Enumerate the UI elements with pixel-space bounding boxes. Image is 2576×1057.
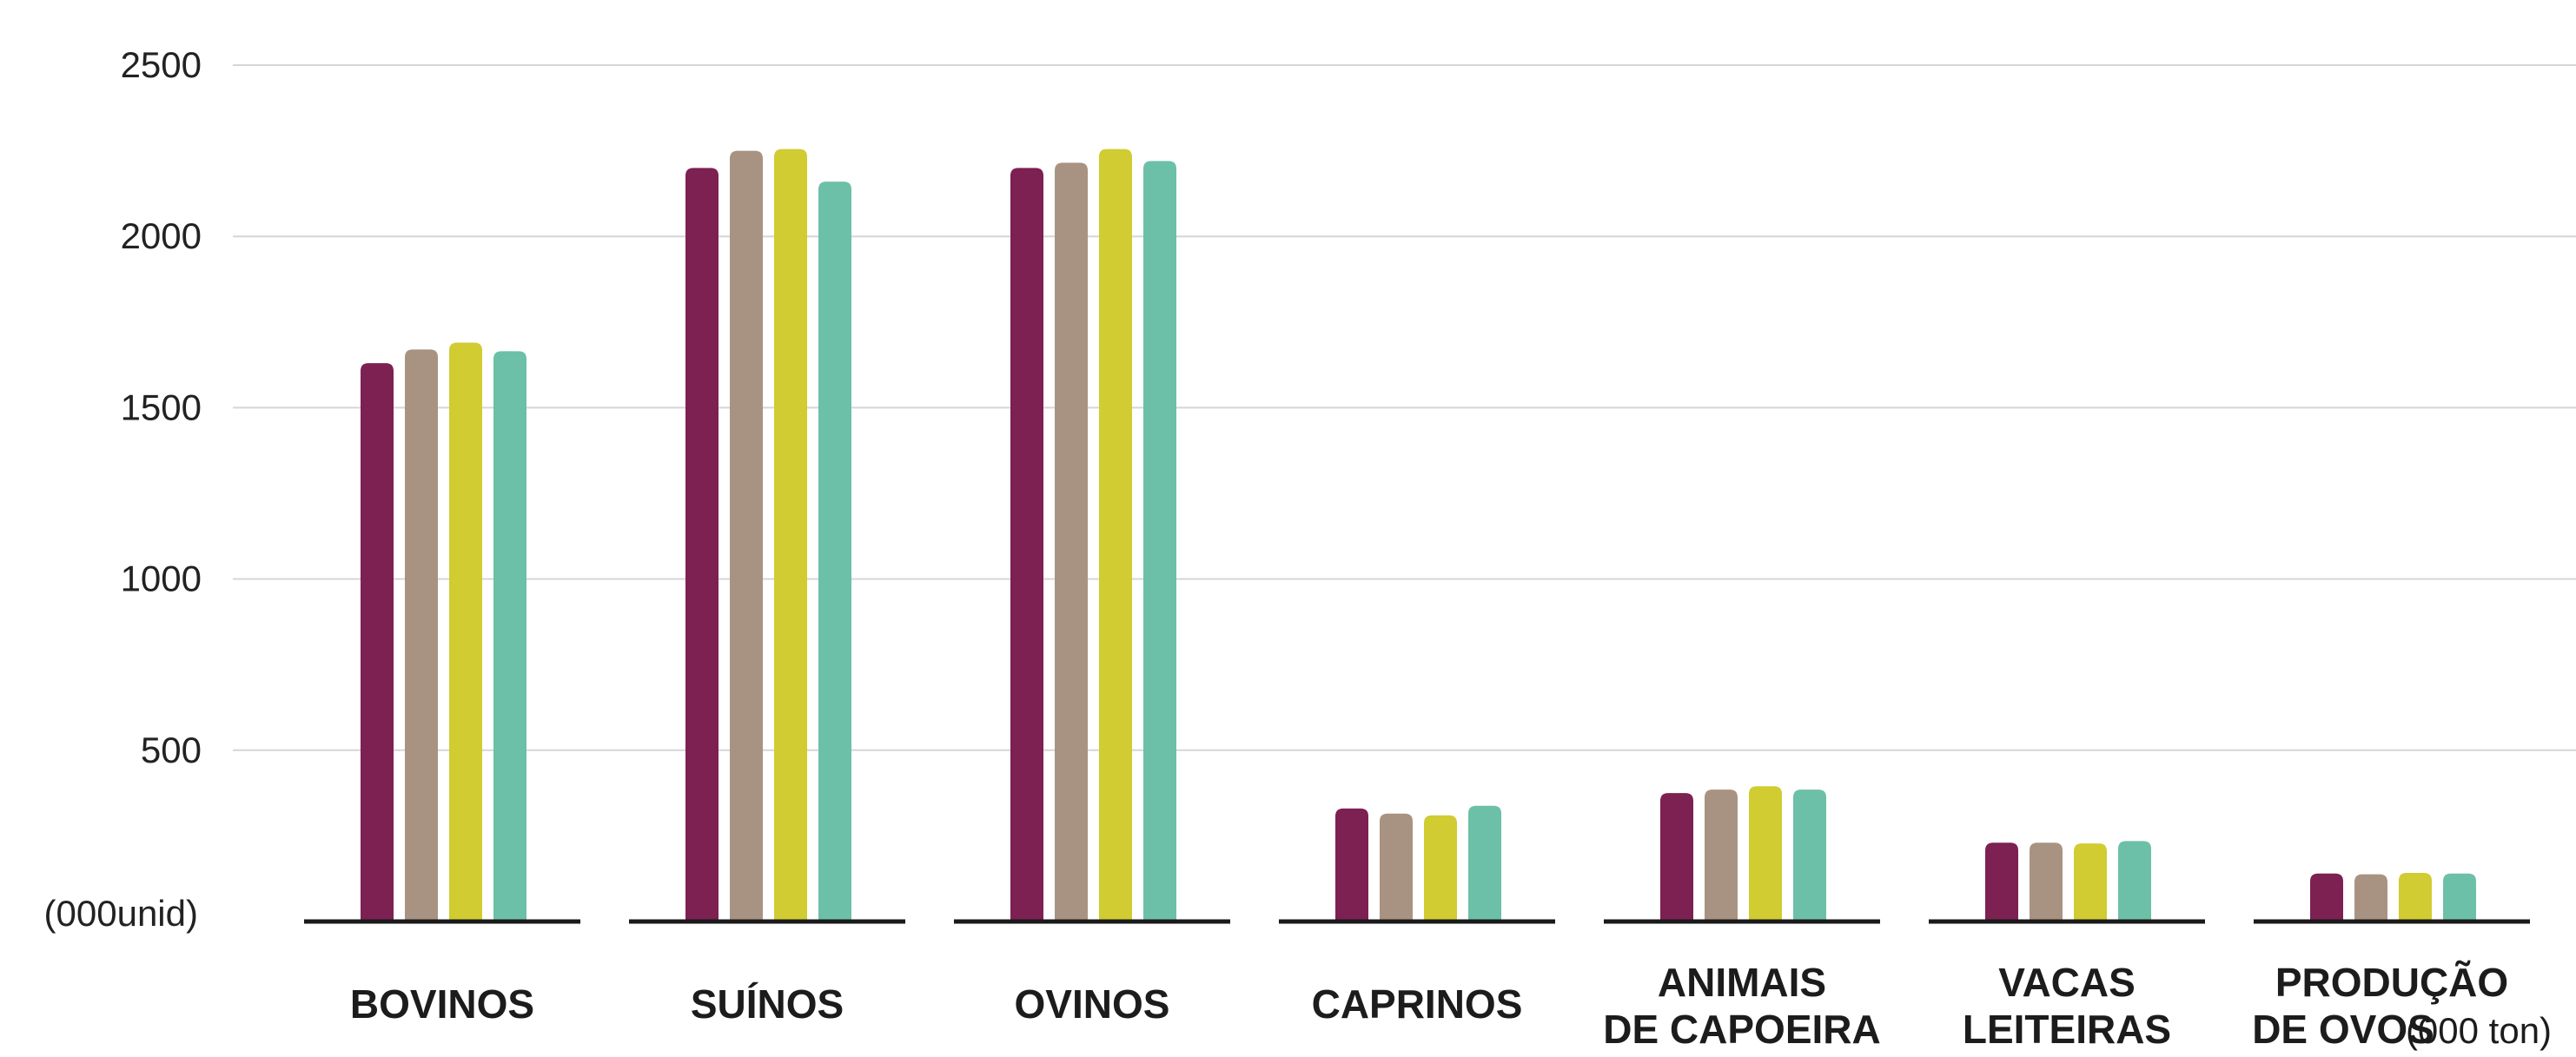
y-tick-label: 1500 <box>121 386 202 427</box>
y-tick-label: 2000 <box>121 215 202 256</box>
category-label: DE CAPOEIRA <box>1603 1007 1880 1052</box>
bar-series1-cat2 <box>685 168 718 922</box>
bar-series4-cat6 <box>2118 841 2151 922</box>
bar-series4-cat4 <box>1468 805 1501 922</box>
bar-series4-cat5 <box>1793 789 1826 922</box>
y-axis-ticks: 500 1000 1500 2000 2500 <box>121 44 202 770</box>
bar-series4-cat7 <box>2443 873 2476 922</box>
bar-series4-cat3 <box>1143 161 1176 922</box>
bar-series1-cat3 <box>1010 168 1043 922</box>
category-label: VACAS <box>1998 960 2136 1005</box>
bar-series3-cat1 <box>449 342 482 922</box>
category-label: OVINOS <box>1015 981 1170 1027</box>
bar-series2-cat1 <box>405 349 438 922</box>
bar-series1-cat1 <box>361 363 394 922</box>
grid-lines <box>233 64 2576 751</box>
category-unit-label: (000 ton) <box>2406 1010 2552 1051</box>
category-label: LEITEIRAS <box>1963 1007 2171 1052</box>
bar-series1-cat6 <box>1985 842 2018 922</box>
bar-series1-cat7 <box>2310 873 2343 922</box>
y-tick-label: 500 <box>141 730 202 770</box>
category-label: DE OVOS <box>2252 1007 2434 1052</box>
bar-series1-cat5 <box>1660 793 1693 922</box>
bar-series2-cat3 <box>1055 162 1088 922</box>
bar-series4-cat1 <box>493 351 526 922</box>
bars <box>361 149 2476 922</box>
bar-series3-cat5 <box>1749 786 1782 922</box>
category-label: PRODUÇÃO <box>2275 960 2508 1005</box>
bar-series3-cat3 <box>1099 149 1132 922</box>
bar-series2-cat5 <box>1705 789 1738 922</box>
y-axis-unit-label: (000unid) <box>44 893 198 934</box>
category-label: ANIMAIS <box>1658 960 1826 1005</box>
y-tick-label: 2500 <box>121 44 202 85</box>
bar-series2-cat6 <box>2030 842 2063 922</box>
bar-series4-cat2 <box>818 182 851 922</box>
bar-series2-cat7 <box>2354 874 2387 922</box>
category-label: BOVINOS <box>350 981 534 1027</box>
bar-series2-cat4 <box>1380 813 1413 922</box>
bar-series2-cat2 <box>730 150 763 922</box>
y-tick-label: 1000 <box>121 558 202 599</box>
bar-series3-cat7 <box>2399 872 2432 922</box>
bar-series3-cat6 <box>2074 843 2107 922</box>
category-label: CAPRINOS <box>1312 981 1523 1027</box>
bar-series3-cat2 <box>774 149 807 922</box>
bar-series3-cat4 <box>1424 815 1457 922</box>
bar-series1-cat4 <box>1335 808 1368 922</box>
category-label: SUÍNOS <box>691 981 844 1027</box>
